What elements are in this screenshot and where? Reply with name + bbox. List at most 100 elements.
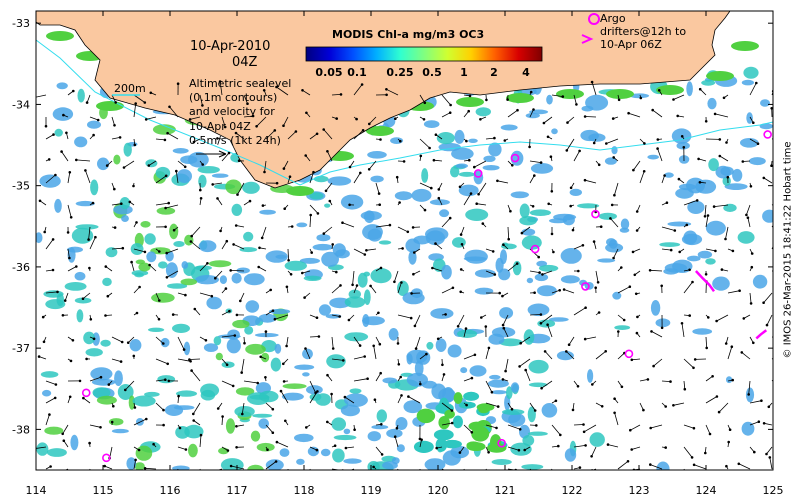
velocity-vector-head — [234, 131, 238, 135]
velocity-vector — [543, 116, 553, 124]
velocity-vector — [353, 356, 365, 360]
velocity-vector-head — [581, 244, 585, 247]
chl-patch — [411, 188, 432, 202]
velocity-vector — [131, 261, 135, 272]
velocity-vector — [610, 218, 619, 228]
velocity-vector — [585, 116, 597, 118]
velocity-vector-head — [322, 128, 326, 131]
chl-patch — [150, 247, 171, 255]
chl-patch — [331, 417, 347, 431]
chl-patch — [333, 434, 357, 441]
velocity-vector-head — [266, 448, 269, 452]
velocity-vector-head — [571, 408, 575, 412]
argo-drifter — [581, 282, 590, 291]
velocity-vector-head — [606, 443, 610, 446]
velocity-vector-head — [635, 229, 639, 232]
chl-patch — [519, 216, 537, 226]
velocity-vector — [525, 369, 531, 382]
velocity-vector-head — [367, 168, 371, 171]
velocity-vector-head — [660, 284, 663, 288]
chl-patch — [676, 141, 690, 150]
velocity-vector-head — [594, 286, 597, 290]
velocity-vector-head — [451, 286, 455, 290]
drifter-track — [694, 270, 716, 293]
lon-tick-label: 116 — [160, 484, 181, 497]
velocity-vector — [705, 375, 713, 382]
velocity-vector — [189, 358, 201, 360]
velocity-vector-head — [316, 212, 320, 215]
velocity-vector-head — [535, 424, 538, 427]
velocity-vector-head — [547, 202, 550, 206]
velocity-vector-head — [143, 101, 147, 104]
velocity-vector-head — [162, 342, 165, 345]
velocity-vector-head — [406, 230, 410, 234]
velocity-vector-head — [565, 350, 568, 353]
velocity-vector-head — [72, 89, 75, 93]
chl-patch — [663, 268, 679, 275]
velocity-vector-head — [770, 164, 773, 167]
chl-patch — [423, 120, 440, 128]
velocity-vector-head — [459, 290, 463, 294]
velocity-vector-head — [449, 103, 452, 107]
velocity-vector-head — [518, 365, 521, 368]
velocity-vector-head — [172, 228, 176, 232]
chl-patch — [444, 409, 455, 419]
velocity-vector-head — [379, 266, 383, 270]
velocity-vector-head — [413, 324, 417, 328]
velocity-vector-head — [164, 225, 167, 229]
velocity-vector — [165, 204, 179, 209]
chl-patch — [587, 369, 594, 383]
velocity-vector — [89, 376, 102, 382]
argo-drifter — [763, 130, 772, 139]
velocity-vector-head — [731, 378, 734, 382]
velocity-vector-head — [752, 341, 755, 345]
chl-patch — [538, 264, 559, 272]
chl-patch — [357, 272, 368, 288]
velocity-vector — [331, 336, 334, 349]
velocity-vector-head — [690, 456, 694, 459]
velocity-vector-head — [543, 350, 547, 353]
velocity-vector-head — [731, 249, 735, 253]
velocity-vector — [83, 397, 91, 404]
velocity-vector — [155, 358, 168, 365]
velocity-vector-head — [722, 96, 726, 100]
velocity-vector — [265, 130, 276, 140]
velocity-vector-head — [509, 209, 512, 213]
chl-patch — [132, 395, 156, 407]
velocity-vector-head — [282, 167, 286, 170]
velocity-vector — [62, 424, 69, 435]
velocity-vector-head — [236, 193, 239, 196]
velocity-vector-head — [378, 342, 382, 346]
velocity-vector — [375, 372, 382, 382]
velocity-vector-head — [460, 243, 464, 246]
chl-patch — [324, 203, 331, 208]
velocity-vector-head — [218, 80, 222, 83]
chl-patch — [247, 464, 264, 470]
velocity-vector — [241, 358, 245, 373]
chl-patch — [296, 458, 305, 465]
velocity-vector-head — [605, 142, 608, 145]
chl-patch — [457, 329, 478, 338]
chl-patch — [471, 426, 490, 442]
chl-patch — [452, 237, 466, 248]
chl-patch — [525, 112, 540, 119]
velocity-vector — [331, 314, 340, 317]
velocity-vector — [507, 226, 510, 240]
chl-patch — [454, 129, 465, 144]
velocity-vector-head — [414, 347, 418, 350]
velocity-vector — [276, 86, 289, 96]
velocity-vector-head — [717, 410, 721, 414]
velocity-vector-head — [398, 201, 401, 204]
chl-patch — [737, 231, 755, 244]
chl-patch — [498, 268, 511, 281]
velocity-vector-head — [192, 419, 195, 422]
velocity-vector — [353, 130, 364, 140]
velocity-vector-head — [304, 154, 308, 157]
chl-patch — [760, 99, 770, 107]
chl-patch — [74, 136, 88, 148]
velocity-vector-head — [347, 318, 351, 322]
chl-patch — [70, 434, 79, 451]
velocity-vector — [353, 172, 361, 184]
velocity-vector-head — [533, 291, 536, 295]
velocity-vector — [353, 285, 358, 294]
